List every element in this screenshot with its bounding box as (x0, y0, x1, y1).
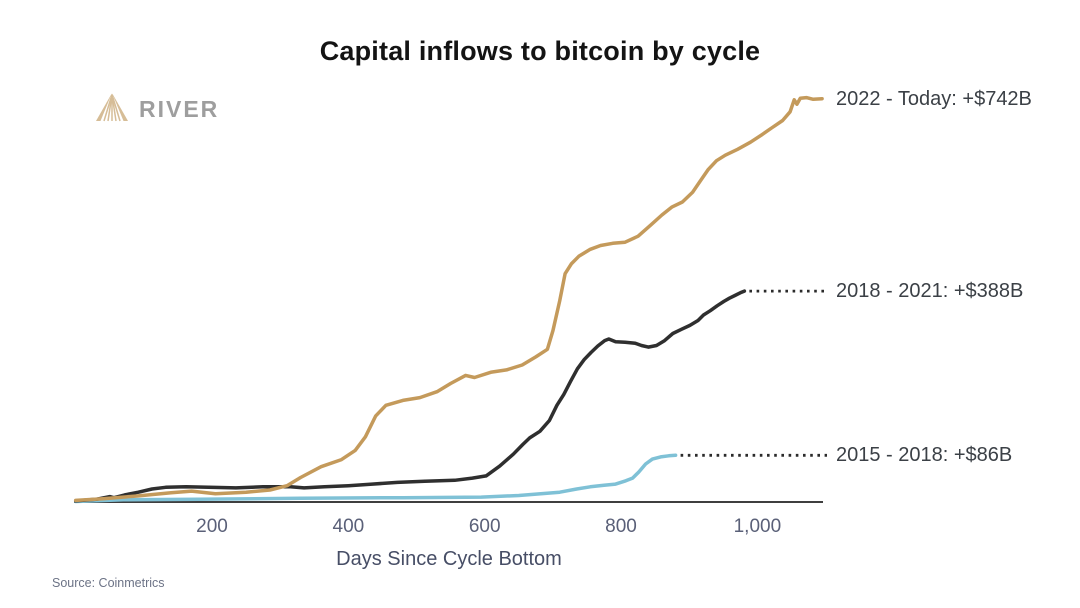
river-mountain-fan-icon (94, 92, 130, 127)
line-series-2015-2018 (73, 453, 678, 504)
series-label-2015-2018: 2015 - 2018: +$86B (836, 444, 1013, 467)
x-axis-title: Days Since Cycle Bottom (336, 548, 562, 570)
x-tick-400: 400 (332, 516, 365, 537)
x-tick-200: 200 (196, 516, 228, 537)
source-attribution: Source: Coinmetrics (52, 576, 165, 590)
line-series-2022-today (73, 95, 824, 503)
series-label-2022-today: 2022 - Today: +$742B (836, 87, 1032, 110)
river-logo-wordmark: RIVER (139, 96, 220, 122)
line-series-2018-2021 (73, 289, 747, 503)
series-label-2018-2021: 2018 - 2021: +$388B (836, 280, 1024, 303)
x-tick-800: 800 (605, 516, 637, 537)
x-tick-600: 600 (468, 516, 501, 537)
x-tick-1000: 1,000 (733, 516, 782, 537)
chart-title: Capital inflows to bitcoin by cycle (319, 36, 761, 66)
river-logo: RIVER (94, 92, 219, 127)
